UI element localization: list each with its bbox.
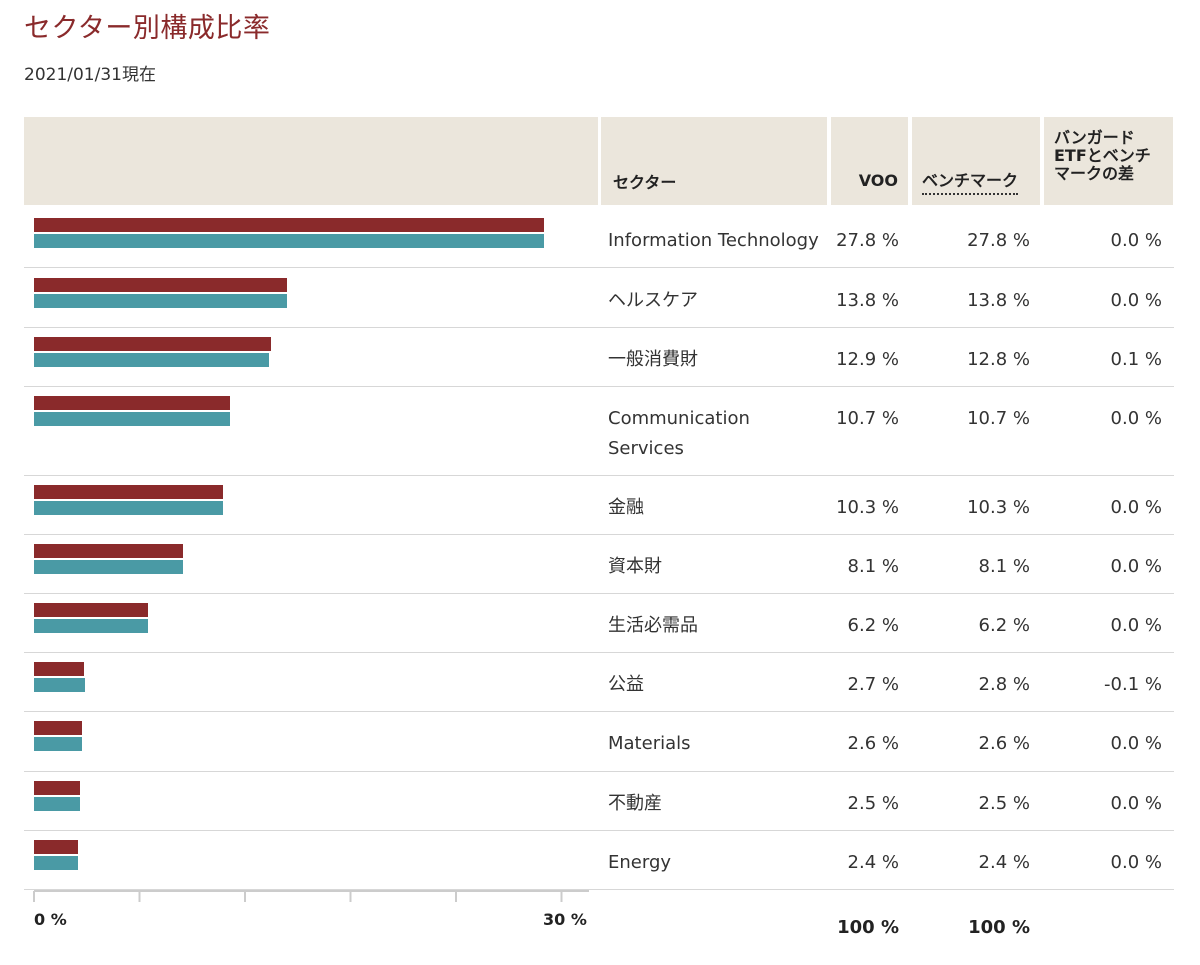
table-row: ヘルスケア 13.8 % 13.8 % 0.0 %: [24, 268, 1174, 328]
bar-voo[interactable]: [34, 485, 223, 499]
bar-voo[interactable]: [34, 662, 84, 676]
bar-benchmark[interactable]: [34, 737, 82, 751]
voo-value: 2.6 %: [847, 733, 899, 754]
header-diff-label: バンガード ETFとベンチ マークの差: [1054, 129, 1151, 183]
header-voo-column: VOO: [831, 117, 908, 205]
bar-voo[interactable]: [34, 396, 231, 410]
table-row: Communication Services 10.7 % 10.7 % 0.0 %: [24, 386, 1174, 476]
diff-value: 0.0 %: [1110, 290, 1162, 311]
bar-benchmark[interactable]: [34, 678, 86, 692]
table-row: 一般消費財 12.9 % 12.8 % 0.1 %: [24, 327, 1174, 387]
table-row: 不動産 2.5 % 2.5 % 0.0 %: [24, 771, 1174, 831]
diff-value: 0.1 %: [1110, 349, 1162, 370]
bar-voo[interactable]: [34, 218, 544, 232]
sector-name: Communication Services: [608, 408, 750, 459]
voo-value: 10.3 %: [836, 497, 899, 518]
header-benchmark-label[interactable]: ベンチマーク: [922, 167, 1019, 195]
benchmark-value: 2.5 %: [978, 793, 1030, 814]
bar-voo[interactable]: [34, 337, 271, 351]
bar-voo[interactable]: [34, 603, 148, 617]
header-sector-label: セクター: [613, 173, 677, 192]
table-row: 生活必需品 6.2 % 6.2 % 0.0 %: [24, 593, 1174, 653]
header-diff-line-2: ETFとベンチ: [1054, 146, 1151, 165]
bar-voo[interactable]: [34, 721, 82, 735]
diff-value: 0.0 %: [1110, 615, 1162, 636]
diff-value: 0.0 %: [1110, 230, 1162, 251]
table-row: 金融 10.3 % 10.3 % 0.0 %: [24, 475, 1174, 535]
bar-voo[interactable]: [34, 278, 287, 292]
diff-value: 0.0 %: [1110, 556, 1162, 577]
voo-value: 12.9 %: [836, 349, 899, 370]
header-diff-column: バンガード ETFとベンチ マークの差: [1044, 117, 1173, 205]
table-row: Energy 2.4 % 2.4 % 0.0 %: [24, 830, 1174, 890]
x-axis: [33, 890, 589, 902]
header-diff-line-1: バンガード: [1054, 128, 1135, 147]
sector-name: 金融: [608, 497, 644, 518]
sector-name: 一般消費財: [608, 349, 698, 370]
bar-voo[interactable]: [34, 781, 80, 795]
benchmark-value: 13.8 %: [967, 290, 1030, 311]
benchmark-value: 10.3 %: [967, 497, 1030, 518]
diff-value: 0.0 %: [1110, 408, 1162, 429]
sector-name: 不動産: [608, 793, 662, 814]
sector-name: Information Technology: [608, 230, 819, 251]
total-voo: 100 %: [837, 917, 899, 938]
voo-value: 2.5 %: [847, 793, 899, 814]
benchmark-value: 2.6 %: [978, 733, 1030, 754]
header-voo-label: VOO: [858, 171, 898, 190]
table-row: 公益 2.7 % 2.8 % -0.1 %: [24, 652, 1174, 712]
bar-benchmark[interactable]: [34, 619, 148, 633]
voo-value: 10.7 %: [836, 408, 899, 429]
header-diff-line-3: マークの差: [1054, 164, 1135, 183]
bar-benchmark[interactable]: [34, 797, 80, 811]
sector-name: Energy: [608, 852, 672, 873]
voo-value: 13.8 %: [836, 290, 899, 311]
diff-value: 0.0 %: [1110, 852, 1162, 873]
voo-value: 2.7 %: [847, 674, 899, 695]
table-row: 資本財 8.1 % 8.1 % 0.0 %: [24, 534, 1174, 594]
benchmark-value: 10.7 %: [967, 408, 1030, 429]
sector-name: Materials: [608, 733, 691, 754]
diff-value: -0.1 %: [1104, 674, 1162, 695]
diff-value: 0.0 %: [1110, 733, 1162, 754]
benchmark-value: 12.8 %: [967, 349, 1030, 370]
bar-benchmark[interactable]: [34, 294, 287, 308]
diff-value: 0.0 %: [1110, 793, 1162, 814]
voo-value: 27.8 %: [836, 230, 899, 251]
bar-benchmark[interactable]: [34, 234, 544, 248]
bar-benchmark[interactable]: [34, 856, 78, 870]
x-axis-tick-label-min: 0 %: [34, 910, 67, 929]
sector-name: 公益: [608, 674, 644, 695]
page-title: セクター別構成比率: [24, 13, 271, 44]
total-benchmark: 100 %: [968, 917, 1030, 938]
bar-benchmark[interactable]: [34, 353, 269, 367]
header-benchmark-column[interactable]: ベンチマーク: [912, 117, 1040, 205]
as-of-date: 2021/01/31現在: [24, 65, 156, 85]
benchmark-value: 6.2 %: [978, 615, 1030, 636]
bar-benchmark[interactable]: [34, 560, 183, 574]
voo-value: 6.2 %: [847, 615, 899, 636]
benchmark-value: 2.8 %: [978, 674, 1030, 695]
bar-voo[interactable]: [34, 544, 183, 558]
sector-name: ヘルスケア: [608, 290, 698, 311]
benchmark-value: 8.1 %: [978, 556, 1030, 577]
bar-voo[interactable]: [34, 840, 78, 854]
diff-value: 0.0 %: [1110, 497, 1162, 518]
voo-value: 8.1 %: [847, 556, 899, 577]
bar-benchmark[interactable]: [34, 501, 223, 515]
benchmark-value: 2.4 %: [978, 852, 1030, 873]
benchmark-value: 27.8 %: [967, 230, 1030, 251]
sector-name: 生活必需品: [608, 615, 698, 636]
header-bar-column: [24, 117, 598, 205]
sector-name: 資本財: [608, 556, 662, 577]
table-row: Materials 2.6 % 2.6 % 0.0 %: [24, 711, 1174, 772]
x-axis-tick-label-max: 30 %: [543, 910, 587, 929]
bar-benchmark[interactable]: [34, 412, 231, 426]
voo-value: 2.4 %: [847, 852, 899, 873]
table-row: Information Technology 27.8 % 27.8 % 0.0 %: [24, 208, 1174, 268]
header-sector-column: セクター: [601, 117, 827, 205]
